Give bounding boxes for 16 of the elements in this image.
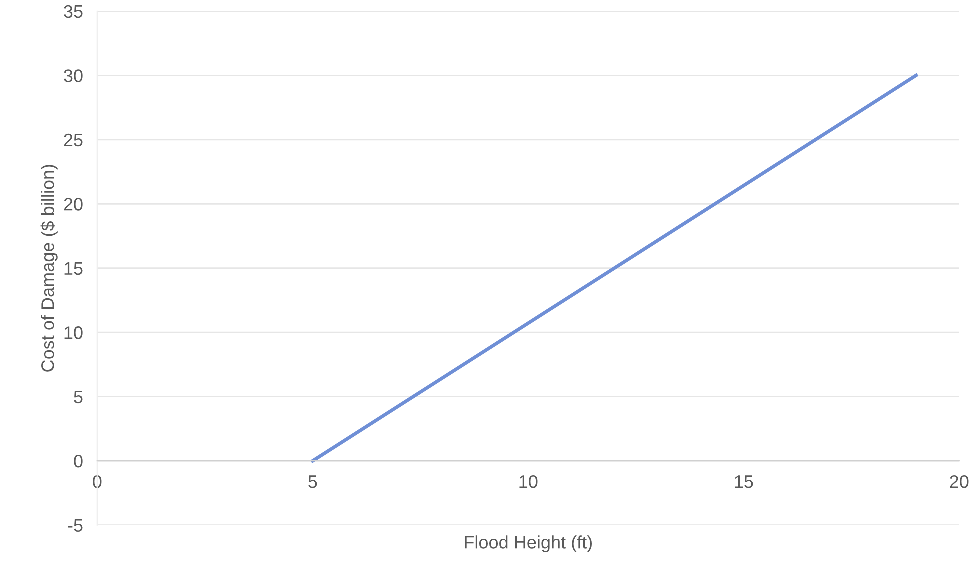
y-tick-label: 25 (64, 134, 83, 147)
y-tick-label: 10 (64, 326, 83, 340)
y-tick-label: -5 (68, 519, 83, 532)
y-tick-label: 20 (64, 198, 83, 211)
y-tick-label: 5 (74, 390, 83, 404)
x-tick-label: 20 (950, 475, 969, 488)
y-tick-label: 35 (64, 5, 83, 18)
x-axis-title: Flood Height (ft) (465, 536, 592, 552)
x-tick-label: 5 (308, 476, 318, 488)
x-tick-label: 15 (735, 476, 754, 488)
y-axis-title: Cost of Damage ($ billion) (40, 165, 58, 372)
y-tick-label: 0 (74, 455, 83, 468)
y-tick-label: 30 (64, 70, 83, 82)
x-tick-label: 0 (93, 475, 102, 488)
y-tick-label: 15 (64, 262, 83, 276)
x-tick-label: 10 (520, 475, 538, 488)
